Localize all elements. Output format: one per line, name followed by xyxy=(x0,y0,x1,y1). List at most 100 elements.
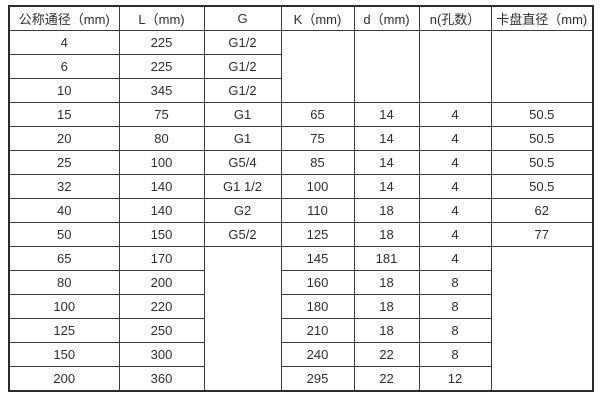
table-body: 4 225 G1/2 6 225 G1/2 10 345 G1/2 15 75 G1 65 14 4 50.5… xyxy=(8,30,594,392)
table-cell: 18 xyxy=(353,318,420,343)
table-cell: 100 xyxy=(280,174,355,199)
table-row: 25 100 G5/4 85 14 4 50.5 xyxy=(8,150,594,175)
table-cell: G1 xyxy=(203,102,282,127)
table-cell: 145 xyxy=(280,246,355,271)
table-cell: 110 xyxy=(280,198,355,223)
table-cell: 50.5 xyxy=(490,150,594,175)
table-cell: 18 xyxy=(353,222,420,247)
table-cell: 32 xyxy=(8,174,120,199)
table-cell: 100 xyxy=(118,150,205,175)
table-cell: G1/2 xyxy=(203,30,282,55)
column-header-thread-g: G xyxy=(203,5,282,31)
table-cell xyxy=(490,30,594,103)
table-cell: G1 1/2 xyxy=(203,174,282,199)
table-cell: 18 xyxy=(353,198,420,223)
table-row: 15 75 G1 65 14 4 50.5 xyxy=(8,102,594,127)
table-cell: 220 xyxy=(118,294,205,319)
table-cell: 65 xyxy=(8,246,120,271)
table-cell: 4 xyxy=(418,222,492,247)
table-cell: 15 xyxy=(8,102,120,127)
table-cell: 77 xyxy=(490,222,594,247)
table-cell: 125 xyxy=(8,318,120,343)
table-cell: 4 xyxy=(418,174,492,199)
table-cell: G1 xyxy=(203,126,282,151)
table-cell: 22 xyxy=(353,342,420,367)
table-cell: 180 xyxy=(280,294,355,319)
column-header-nominal-diameter: 公称通径（mm) xyxy=(8,5,120,31)
table-cell: 4 xyxy=(418,102,492,127)
table-cell: 225 xyxy=(118,54,205,79)
table-cell: 18 xyxy=(353,270,420,295)
table-cell: 85 xyxy=(280,150,355,175)
table-row: 80 200 160 18 8 xyxy=(8,270,593,295)
table-cell xyxy=(418,30,492,103)
table-cell: 14 xyxy=(353,174,420,199)
table-cell: 345 xyxy=(118,78,205,103)
table-cell: 6 xyxy=(8,54,120,79)
column-header-chuck-diameter: 卡盘直径（mm) xyxy=(490,5,594,31)
table-cell: 170 xyxy=(118,246,205,271)
table-cell: 50.5 xyxy=(490,126,594,151)
table-cell: 50.5 xyxy=(490,102,594,127)
table-cell: G5/2 xyxy=(203,222,282,247)
table-cell: 125 xyxy=(280,222,355,247)
table-cell: 4 xyxy=(418,198,492,223)
table-cell: 4 xyxy=(418,150,492,175)
table-cell: G5/4 xyxy=(203,150,282,175)
spec-table: 公称通径（mm) L（mm) G K（mm) d（mm) n(孔数） 卡盘直径（… xyxy=(8,5,594,392)
table-row: 200 360 295 22 12 xyxy=(8,366,593,392)
table-row: 6 225 G1/2 xyxy=(8,54,593,79)
table-cell: 225 xyxy=(118,30,205,55)
table-cell: 4 xyxy=(418,126,492,151)
table-cell: 10 xyxy=(8,78,120,103)
table-cell xyxy=(353,30,420,103)
table-row: 125 250 210 18 8 xyxy=(8,318,593,343)
table-cell: 295 xyxy=(280,366,355,392)
table-cell: 150 xyxy=(118,222,205,247)
column-header-hole-count: n(孔数） xyxy=(418,5,492,31)
table-cell xyxy=(280,30,355,103)
table-row: 150 300 240 22 8 xyxy=(8,342,593,367)
table-cell: 75 xyxy=(118,102,205,127)
table-cell: 200 xyxy=(118,270,205,295)
table-cell: 18 xyxy=(353,294,420,319)
table-cell: 14 xyxy=(353,102,420,127)
table-cell xyxy=(490,246,594,392)
table-cell: 8 xyxy=(418,318,492,343)
table-cell: 250 xyxy=(118,318,205,343)
table-cell: 65 xyxy=(280,102,355,127)
table-cell: 62 xyxy=(490,198,594,223)
table-cell: 200 xyxy=(8,366,120,392)
table-cell: 40 xyxy=(8,198,120,223)
table-cell: 14 xyxy=(353,150,420,175)
table-cell: 300 xyxy=(118,342,205,367)
table-cell: 140 xyxy=(118,174,205,199)
table-row: 32 140 G1 1/2 100 14 4 50.5 xyxy=(8,174,594,199)
column-header-k: K（mm) xyxy=(280,5,355,31)
page-content: 公称通径（mm) L（mm) G K（mm) d（mm) n(孔数） 卡盘直径（… xyxy=(8,5,594,392)
table-cell: 8 xyxy=(418,342,492,367)
table-cell: 210 xyxy=(280,318,355,343)
table-cell: 25 xyxy=(8,150,120,175)
table-cell: 8 xyxy=(418,294,492,319)
table-cell: 140 xyxy=(118,198,205,223)
table-cell: G1/2 xyxy=(203,78,282,103)
table-cell: 360 xyxy=(118,366,205,392)
table-row: 4 225 G1/2 xyxy=(8,30,594,103)
table-cell: 50.5 xyxy=(490,174,594,199)
table-cell: 22 xyxy=(353,366,420,392)
table-cell: G2 xyxy=(203,198,282,223)
table-cell: 4 xyxy=(418,246,492,271)
table-cell: 240 xyxy=(280,342,355,367)
table-cell: 150 xyxy=(8,342,120,367)
table-cell: 75 xyxy=(280,126,355,151)
table-cell: 4 xyxy=(8,30,120,55)
table-row: 40 140 G2 110 18 4 62 xyxy=(8,198,594,223)
table-cell: 50 xyxy=(8,222,120,247)
table-cell: 80 xyxy=(8,270,120,295)
table-cell: 181 xyxy=(353,246,420,271)
table-cell: 160 xyxy=(280,270,355,295)
table-cell: 80 xyxy=(118,126,205,151)
table-row: 65 170 145 181 4 xyxy=(8,246,594,392)
table-cell: 100 xyxy=(8,294,120,319)
